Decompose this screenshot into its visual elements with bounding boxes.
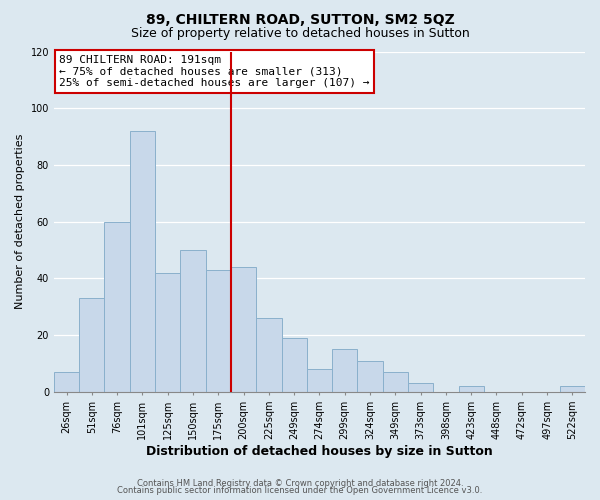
- X-axis label: Distribution of detached houses by size in Sutton: Distribution of detached houses by size …: [146, 444, 493, 458]
- Bar: [206, 270, 231, 392]
- Text: Size of property relative to detached houses in Sutton: Size of property relative to detached ho…: [131, 28, 469, 40]
- Bar: [408, 384, 433, 392]
- Bar: [130, 131, 155, 392]
- Text: Contains public sector information licensed under the Open Government Licence v3: Contains public sector information licen…: [118, 486, 482, 495]
- Bar: [79, 298, 104, 392]
- Bar: [256, 318, 281, 392]
- Bar: [231, 267, 256, 392]
- Bar: [155, 272, 181, 392]
- Bar: [307, 369, 332, 392]
- Bar: [332, 350, 358, 392]
- Bar: [104, 222, 130, 392]
- Bar: [281, 338, 307, 392]
- Bar: [358, 360, 383, 392]
- Text: 89, CHILTERN ROAD, SUTTON, SM2 5QZ: 89, CHILTERN ROAD, SUTTON, SM2 5QZ: [146, 12, 454, 26]
- Text: 89 CHILTERN ROAD: 191sqm
← 75% of detached houses are smaller (313)
25% of semi-: 89 CHILTERN ROAD: 191sqm ← 75% of detach…: [59, 55, 370, 88]
- Bar: [54, 372, 79, 392]
- Bar: [560, 386, 585, 392]
- Bar: [383, 372, 408, 392]
- Bar: [458, 386, 484, 392]
- Text: Contains HM Land Registry data © Crown copyright and database right 2024.: Contains HM Land Registry data © Crown c…: [137, 478, 463, 488]
- Y-axis label: Number of detached properties: Number of detached properties: [15, 134, 25, 310]
- Bar: [181, 250, 206, 392]
